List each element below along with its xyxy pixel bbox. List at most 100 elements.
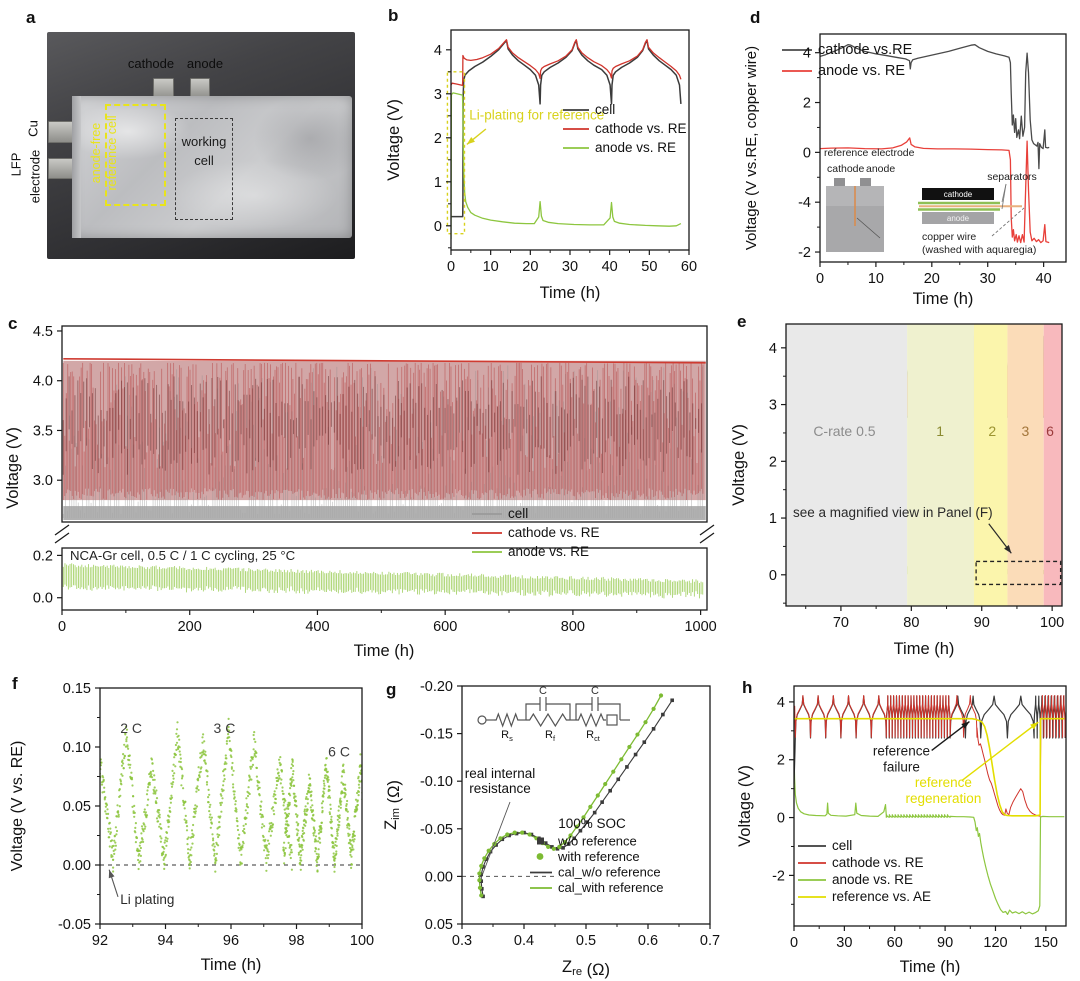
svg-text:2: 2 (777, 753, 785, 769)
svg-text:0: 0 (803, 145, 811, 161)
panel-label-d: d (750, 8, 761, 27)
svg-text:Rct: Rct (586, 729, 601, 743)
svg-text:anode: anode (866, 163, 895, 175)
svg-text:Rs: Rs (501, 729, 513, 743)
svg-text:0: 0 (769, 568, 777, 584)
svg-text:cell: cell (508, 506, 528, 521)
svg-text:3.5: 3.5 (33, 423, 53, 439)
svg-text:90: 90 (937, 935, 953, 951)
cu-reference-tab (48, 121, 74, 143)
svg-text:3.0: 3.0 (33, 473, 53, 489)
svg-text:800: 800 (561, 619, 585, 635)
svg-text:4.0: 4.0 (33, 374, 53, 390)
svg-text:cathode vs. RE: cathode vs. RE (832, 855, 924, 870)
pouch-cell-photo: cathode anode anode-free reference cell … (47, 32, 355, 259)
svg-text:cathode vs. RE: cathode vs. RE (508, 525, 600, 540)
svg-text:cathode: cathode (944, 190, 973, 199)
svg-text:Time (h): Time (h) (201, 956, 262, 974)
svg-text:90: 90 (974, 615, 990, 631)
svg-text:2: 2 (769, 454, 777, 470)
svg-text:-0.15: -0.15 (420, 727, 453, 743)
svg-text:94: 94 (157, 933, 173, 949)
reference-cell-label: anode-free reference cell (89, 115, 120, 191)
svg-text:reference: reference (873, 743, 930, 758)
chart-f: 2 C 3 C 6 C Li plating 92 94 96 98 100 0.15 0.10 0.… (9, 681, 374, 974)
svg-text:0: 0 (777, 811, 785, 827)
svg-text:20: 20 (522, 259, 538, 275)
svg-text:50: 50 (641, 259, 657, 275)
svg-text:1000: 1000 (684, 619, 716, 635)
panel-label-c: c (8, 314, 18, 333)
svg-text:92: 92 (92, 933, 108, 949)
svg-text:see a magnified view in Panel: see a magnified view in Panel (F) (793, 505, 993, 520)
svg-text:10: 10 (483, 259, 499, 275)
svg-text:70: 70 (833, 615, 849, 631)
svg-text:0.3: 0.3 (452, 933, 472, 949)
lfp-reference-tab (48, 158, 74, 179)
svg-text:reference: reference (915, 775, 972, 790)
svg-text:Voltage (V vs. RE): Voltage (V vs. RE) (9, 741, 26, 872)
svg-text:100: 100 (350, 933, 374, 949)
cathode-tab-label: cathode (127, 56, 175, 71)
working-cell-outline: working cell (175, 118, 233, 220)
svg-text:1: 1 (434, 175, 442, 191)
svg-text:anode vs. RE: anode vs. RE (832, 872, 913, 887)
svg-text:0.05: 0.05 (425, 917, 453, 933)
svg-text:96: 96 (223, 933, 239, 949)
svg-text:0.5: 0.5 (576, 933, 596, 949)
svg-text:30: 30 (980, 271, 996, 287)
svg-text:0: 0 (816, 271, 824, 287)
cu-label: Cu (25, 120, 41, 137)
svg-text:1: 1 (769, 511, 777, 527)
svg-text:4: 4 (434, 43, 442, 59)
series-f (100, 717, 362, 873)
svg-text:Voltage (V): Voltage (V) (736, 765, 754, 847)
series-h (794, 695, 1066, 915)
svg-text:60: 60 (681, 259, 697, 275)
svg-text:anode: anode (947, 214, 970, 223)
svg-text:30: 30 (836, 935, 852, 951)
svg-text:2: 2 (434, 131, 442, 147)
pouch-cell (72, 96, 352, 238)
svg-text:98: 98 (288, 933, 304, 949)
svg-text:Voltage (V): Voltage (V) (4, 427, 22, 509)
svg-text:4: 4 (769, 341, 777, 357)
svg-text:0: 0 (434, 219, 442, 235)
svg-text:3: 3 (769, 398, 777, 414)
svg-text:cal_w/o reference: cal_w/o reference (558, 865, 661, 880)
svg-text:Time (h): Time (h) (900, 958, 961, 976)
pouch-seal-edge (72, 96, 81, 238)
svg-text:C: C (539, 685, 547, 697)
svg-text:400: 400 (305, 619, 329, 635)
svg-text:w/o reference: w/o reference (557, 834, 637, 849)
svg-text:cathode vs.RE: cathode vs.RE (818, 42, 913, 58)
svg-text:cell: cell (832, 838, 852, 853)
svg-text:reference electrode: reference electrode (824, 147, 915, 159)
svg-text:-0.10: -0.10 (420, 774, 453, 790)
svg-text:0.00: 0.00 (63, 858, 91, 874)
panel-label-a: a (26, 8, 36, 27)
svg-text:Li plating: Li plating (120, 892, 174, 907)
svg-text:Voltage (V): Voltage (V) (385, 99, 403, 181)
panel-label-f: f (12, 674, 18, 693)
svg-text:cell: cell (595, 102, 615, 117)
svg-text:cathode vs. RE: cathode vs. RE (595, 121, 687, 136)
svg-text:0.10: 0.10 (63, 740, 91, 756)
svg-text:0.05: 0.05 (63, 799, 91, 815)
svg-text:resistance: resistance (469, 781, 531, 796)
svg-text:failure: failure (883, 759, 920, 774)
svg-text:3: 3 (1021, 423, 1029, 439)
svg-text:0.15: 0.15 (63, 681, 91, 697)
svg-text:with reference: with reference (557, 849, 640, 864)
svg-text:4.5: 4.5 (33, 324, 53, 340)
svg-text:4: 4 (777, 695, 785, 711)
svg-text:cal_with reference: cal_with reference (558, 880, 664, 895)
svg-text:-0.05: -0.05 (420, 822, 453, 838)
svg-text:anode vs. RE: anode vs. RE (595, 140, 676, 155)
svg-text:Rf: Rf (545, 729, 556, 743)
svg-text:Time (h): Time (h) (354, 642, 415, 660)
svg-text:6 C: 6 C (328, 743, 350, 759)
svg-text:1: 1 (936, 423, 944, 439)
